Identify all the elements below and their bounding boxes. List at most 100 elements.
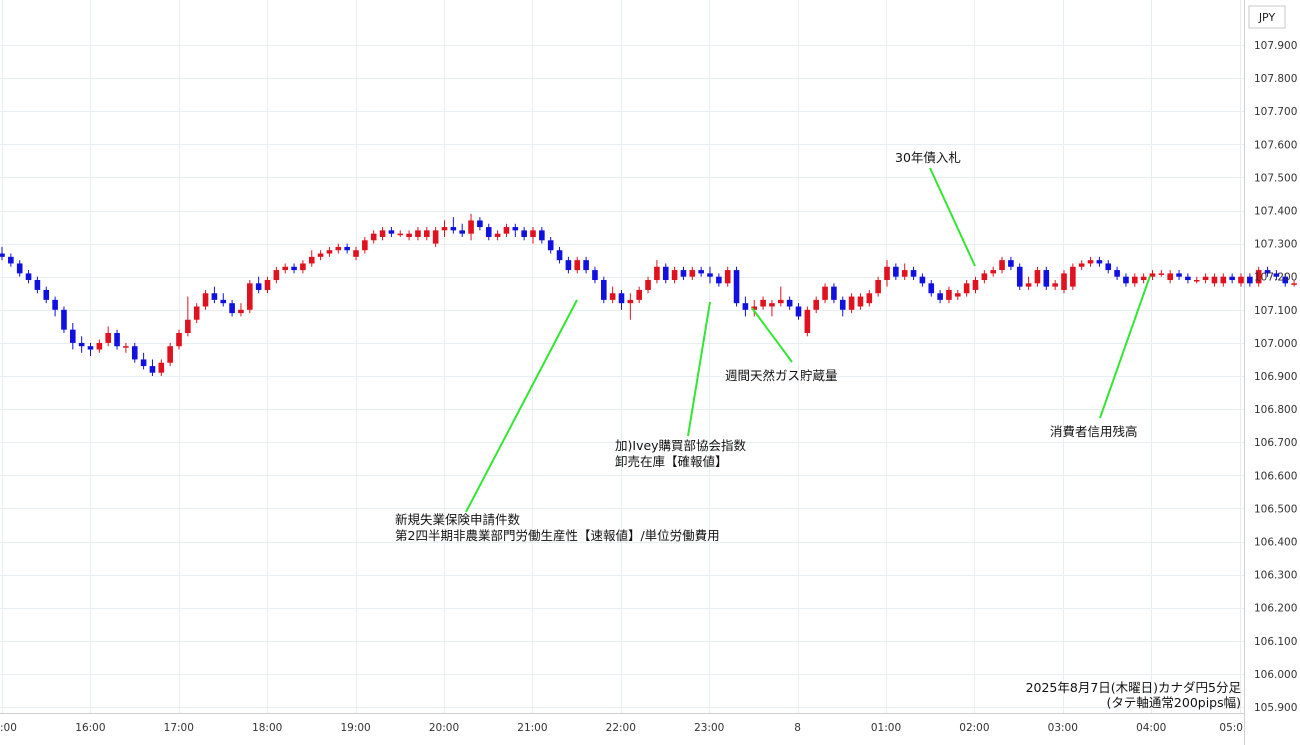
candle-body	[928, 283, 935, 294]
candle-body	[521, 230, 527, 237]
candle-body	[866, 293, 873, 304]
candle-body	[406, 233, 412, 237]
candle-body	[999, 260, 1005, 271]
candle-body	[1114, 270, 1120, 277]
candle-body	[707, 273, 713, 277]
time-tick-label: 17:00	[164, 722, 194, 734]
price-tick-label: 107.100	[1254, 305, 1297, 317]
candle	[229, 299, 235, 317]
candle	[264, 276, 271, 294]
candle-body	[1291, 283, 1297, 285]
candle-body	[52, 299, 58, 310]
candle	[707, 266, 713, 284]
candle	[574, 256, 581, 274]
price-tick-label: 107.800	[1254, 73, 1297, 85]
candle	[928, 280, 935, 297]
candle	[636, 286, 642, 304]
candle-body	[25, 273, 32, 281]
candle	[193, 303, 200, 324]
candle-body	[149, 366, 156, 373]
candle	[1167, 270, 1173, 284]
candle	[1176, 270, 1182, 281]
candle	[990, 266, 996, 277]
candle	[1291, 280, 1297, 287]
candle	[1255, 266, 1262, 287]
time-tick-label: 04:00	[1136, 722, 1166, 734]
candle-body	[662, 266, 669, 281]
candle	[388, 227, 395, 237]
candle-body	[1282, 276, 1289, 284]
candle	[999, 256, 1005, 274]
candle	[937, 289, 943, 304]
candle-body	[220, 299, 227, 304]
candle-body	[1202, 276, 1209, 281]
candle	[503, 223, 510, 237]
candle-body	[432, 230, 439, 244]
candle	[0, 246, 5, 261]
annotation-30yr-bond-auction: 30年債入札	[895, 150, 961, 165]
candle	[16, 260, 23, 277]
candle-body	[78, 342, 85, 347]
candle	[1105, 260, 1112, 274]
candle-body	[1255, 270, 1262, 284]
candle	[468, 213, 474, 241]
candle	[804, 306, 811, 337]
candle	[1220, 273, 1227, 287]
candle-body	[1193, 280, 1200, 282]
candle	[158, 359, 165, 376]
candle-body	[875, 280, 881, 294]
candle-body	[1096, 260, 1103, 264]
candle	[87, 342, 94, 357]
candle	[884, 260, 890, 287]
time-tick-label: 20:00	[429, 722, 459, 734]
candle-body	[831, 286, 837, 300]
price-tick-label: 106.500	[1254, 503, 1297, 515]
candle-body	[910, 270, 917, 277]
candle-body	[247, 283, 253, 310]
candle-body	[1087, 260, 1094, 264]
candle	[61, 306, 67, 333]
candle-body	[813, 299, 819, 310]
candle	[131, 342, 138, 363]
candle	[1273, 270, 1280, 281]
candle	[786, 296, 793, 310]
candle-body	[671, 270, 678, 281]
candle-body	[627, 299, 634, 304]
annotation-leader-line	[687, 301, 711, 437]
candle	[539, 227, 545, 244]
candle-body	[512, 227, 519, 231]
candle-body	[87, 346, 94, 350]
candle-body	[530, 230, 536, 237]
candle	[1264, 266, 1271, 277]
candle	[477, 217, 483, 231]
annotation-leader-lines	[465, 167, 1151, 513]
candle-body	[539, 230, 545, 241]
price-tick-label: 107.300	[1254, 239, 1297, 251]
annotation-consumer-credit: 消費者信用残高	[1050, 424, 1138, 439]
candle-body	[494, 233, 501, 237]
candle	[1061, 270, 1067, 294]
candle	[353, 246, 359, 261]
candle	[247, 280, 253, 314]
candle-body	[1078, 263, 1085, 267]
candle	[78, 336, 85, 353]
candle	[1158, 270, 1165, 277]
candle	[609, 286, 616, 304]
candle	[1087, 256, 1094, 267]
candle	[689, 266, 696, 281]
candle-body	[919, 276, 926, 284]
time-tick-label: 16:00	[75, 722, 105, 734]
candle	[282, 263, 288, 274]
candle-body	[592, 270, 598, 281]
candle-body	[8, 256, 14, 264]
candle	[1078, 260, 1085, 271]
candle-body	[822, 286, 828, 300]
candle-body	[884, 266, 890, 281]
candle-body	[1220, 276, 1227, 284]
candle-body	[43, 289, 50, 300]
candle-body	[105, 332, 111, 343]
price-tick-label: 107.700	[1254, 106, 1297, 118]
candle	[220, 293, 227, 307]
candle-body	[937, 293, 943, 300]
candle	[34, 276, 41, 294]
